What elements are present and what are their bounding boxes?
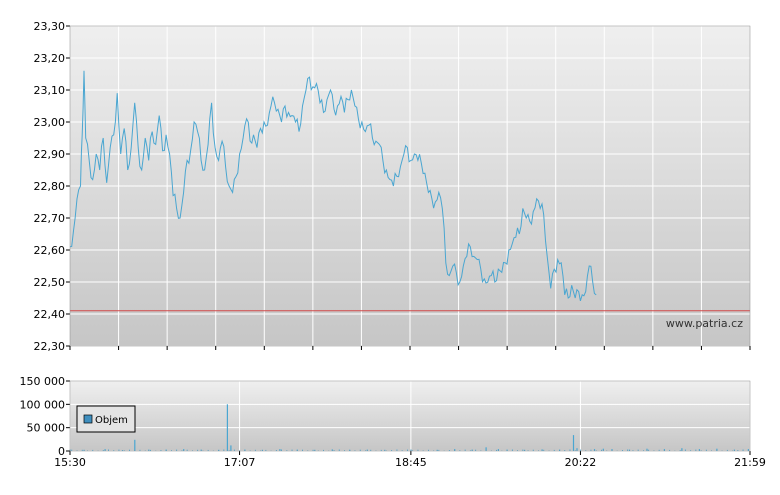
price-y-axis: 23,30 23,20 23,10 23,00 22,90 22,80 22,70 22,60… bbox=[34, 20, 71, 353]
volume-y-tick-label: 50 000 bbox=[27, 422, 66, 435]
volume-bar bbox=[134, 440, 135, 451]
price-y-tick-label: 22,60 bbox=[34, 244, 66, 257]
price-y-tick-label: 22,50 bbox=[34, 276, 66, 289]
volume-bar bbox=[681, 448, 682, 451]
x-tick-label: 18:45 bbox=[395, 456, 427, 469]
price-y-tick-label: 23,30 bbox=[34, 20, 66, 33]
volume-y-tick-label: 150 000 bbox=[20, 375, 66, 388]
x-tick-label: 20:22 bbox=[565, 456, 597, 469]
volume-bar bbox=[279, 449, 280, 451]
volume-x-axis: 15:30 17:07 18:45 20:22 21:59 bbox=[54, 451, 766, 469]
volume-bar bbox=[227, 404, 228, 451]
price-y-tick-label: 23,20 bbox=[34, 52, 66, 65]
volume-legend-label: Objem bbox=[95, 415, 128, 426]
price-panel: 23,30 23,20 23,10 23,00 22,90 22,80 22,70 22,60… bbox=[34, 20, 751, 353]
price-y-tick-label: 22,90 bbox=[34, 148, 66, 161]
price-x-axis-ticks bbox=[70, 346, 750, 350]
x-tick-label: 21:59 bbox=[734, 456, 766, 469]
volume-y-tick-label: 100 000 bbox=[20, 398, 66, 411]
price-y-tick-label: 23,00 bbox=[34, 116, 66, 129]
volume-bar bbox=[699, 449, 700, 451]
price-y-tick-label: 23,10 bbox=[34, 84, 66, 97]
volume-bar bbox=[646, 449, 647, 451]
volume-bar bbox=[105, 449, 106, 451]
price-y-tick-label: 22,80 bbox=[34, 180, 66, 193]
volume-bar bbox=[573, 435, 574, 451]
x-tick-label: 17:07 bbox=[224, 456, 256, 469]
x-tick-label: 15:30 bbox=[54, 456, 86, 469]
volume-panel-background bbox=[70, 381, 750, 451]
volume-bar bbox=[230, 445, 231, 451]
price-y-tick-label: 22,30 bbox=[34, 340, 66, 353]
volume-bar bbox=[498, 449, 499, 451]
volume-bar bbox=[603, 449, 604, 451]
volume-legend: Objem bbox=[77, 406, 135, 432]
watermark-text: www.patria.cz bbox=[666, 317, 743, 330]
price-y-tick-label: 22,40 bbox=[34, 308, 66, 321]
volume-legend-swatch bbox=[84, 415, 92, 423]
price-y-tick-label: 22,70 bbox=[34, 212, 66, 225]
volume-bar bbox=[576, 448, 577, 451]
volume-bar bbox=[594, 449, 595, 451]
volume-bar bbox=[183, 449, 184, 451]
